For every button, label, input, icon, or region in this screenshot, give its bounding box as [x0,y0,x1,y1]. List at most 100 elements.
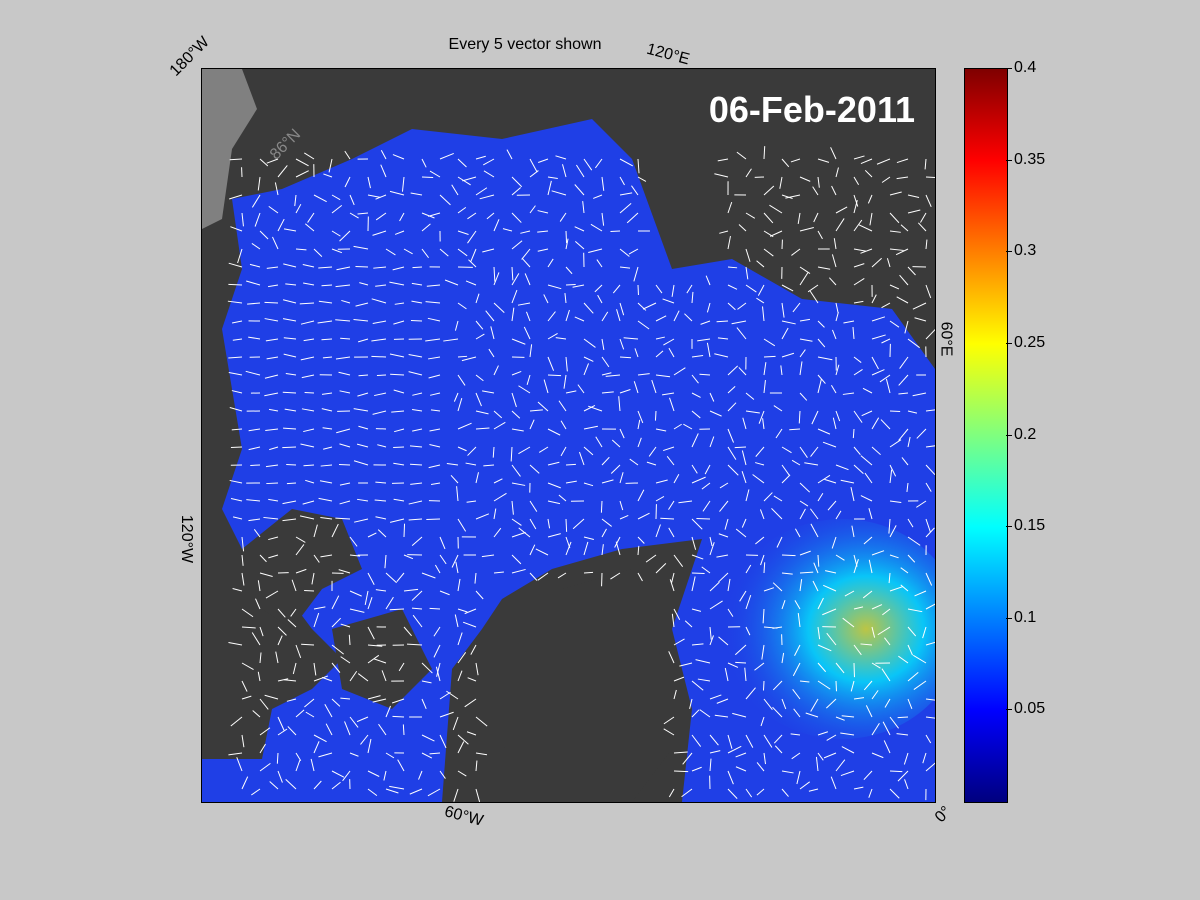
drift-vector [727,770,734,785]
drift-vector [889,230,901,233]
drift-vector [268,205,279,214]
drift-vector [775,428,783,439]
drift-vector [342,770,351,782]
drift-vector [518,446,531,455]
drift-vector [465,280,477,286]
drift-vector [302,264,315,268]
drift-vector [920,212,927,223]
drift-vector [817,662,827,673]
drift-vector [907,671,919,682]
drift-vector [781,464,790,476]
drift-vector [699,373,711,376]
drift-vector [583,446,594,456]
drift-vector [925,464,935,475]
drift-vector [547,284,562,290]
drift-vector [324,703,333,718]
drift-vector [759,509,765,520]
drift-vector [558,494,567,502]
drift-vector [799,680,810,683]
drift-vector [439,536,446,550]
colorbar-tick-label: 0.4 [1014,59,1037,76]
drift-vector [313,741,320,754]
drift-vector [610,230,621,233]
drift-vector [565,283,576,286]
drift-vector [809,290,819,304]
drift-vector [832,417,837,430]
drift-vector [736,327,747,340]
drift-vector [367,532,377,538]
drift-vector [277,678,289,682]
drift-vector [323,173,333,178]
drift-vector [889,770,903,773]
drift-vector [668,500,675,510]
drift-vector [555,155,567,160]
drift-vector [389,281,405,286]
drift-vector [228,752,243,756]
drift-vector [718,533,729,538]
drift-vector [529,409,543,412]
drift-vector [862,387,873,394]
drift-vector [762,680,765,691]
drift-vector [850,680,855,692]
drift-vector [457,652,467,664]
drift-vector [425,301,441,304]
drift-vector [228,356,243,359]
drift-vector [374,499,387,502]
drift-vector [853,464,864,475]
drift-vector [367,770,380,777]
drift-vector [900,567,909,574]
drift-vector [835,218,845,232]
drift-vector [392,266,405,271]
drift-vector [851,525,855,538]
drift-vector [913,654,927,664]
drift-vector [727,402,737,412]
drift-vector [455,561,459,574]
drift-vector [637,373,650,376]
colorbar-tick [1006,617,1012,619]
drift-vector [763,562,766,574]
drift-vector [511,338,526,345]
drift-vector [669,397,675,412]
drift-vector [763,587,775,592]
drift-vector [294,194,297,207]
drift-vector [861,410,873,417]
drift-vector [610,464,621,474]
drift-vector [662,298,675,304]
drift-vector [781,554,796,557]
drift-vector [691,355,704,358]
drift-vector [619,248,630,257]
drift-vector [493,410,503,419]
drift-vector [248,428,261,432]
drift-vector [737,302,747,310]
drift-vector [860,248,873,254]
drift-vector [798,410,801,424]
drift-vector [699,709,711,718]
drift-vector [371,338,387,342]
drift-vector [735,528,747,538]
drift-vector [511,568,526,574]
drift-vector [282,318,297,322]
drift-vector [450,474,459,484]
drift-vector [792,689,801,700]
drift-vector [287,726,297,736]
drift-vector [702,500,711,512]
drift-vector [745,489,750,502]
drift-vector [853,410,863,423]
drift-vector [464,698,477,708]
drift-vector [781,327,789,340]
drift-vector [709,410,722,417]
drift-vector [835,302,839,313]
drift-vector [277,716,285,731]
drift-vector [756,297,765,304]
drift-vector [367,654,380,664]
drift-vector [762,418,765,430]
drift-vector [283,228,297,232]
drift-vector [691,476,706,484]
drift-vector [511,518,522,526]
drift-vector [817,644,832,652]
drift-vector [853,369,863,376]
drift-vector [522,258,531,268]
drift-vector [259,572,273,577]
drift-vector [727,734,733,749]
drift-vector [466,731,477,736]
